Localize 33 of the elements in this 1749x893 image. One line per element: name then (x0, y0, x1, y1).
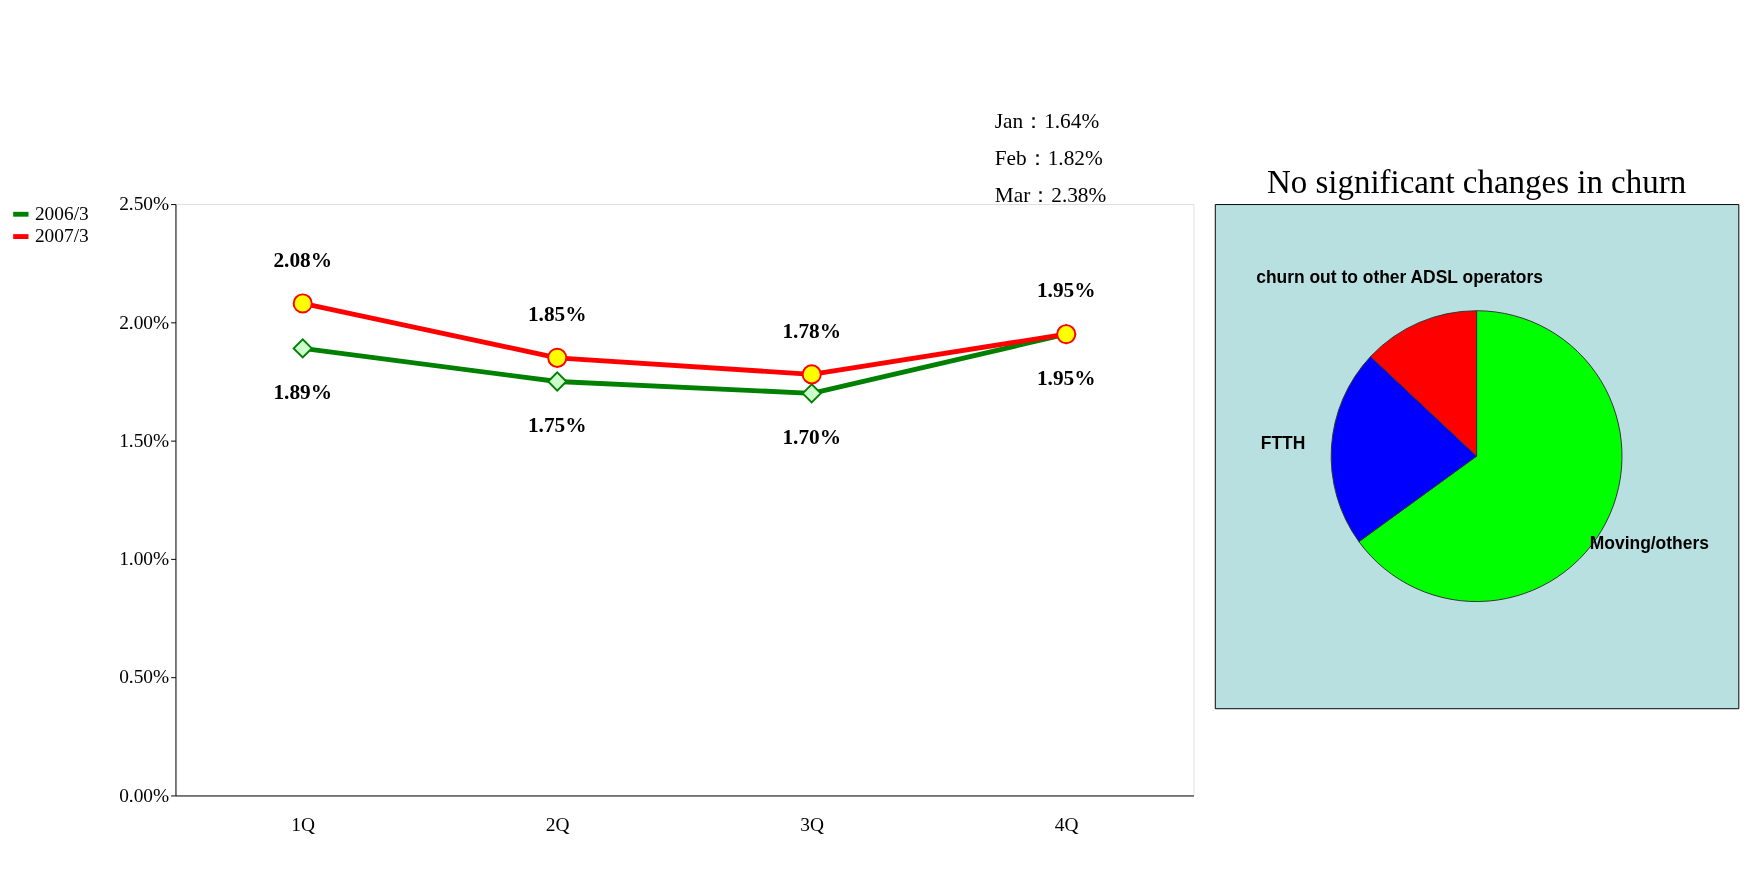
y-tick-label: 1.50% (119, 429, 170, 451)
x-tick-label: 2Q (545, 813, 570, 835)
x-tick-label: 3Q (800, 813, 825, 835)
data-label: 1.89% (273, 379, 333, 404)
slice-label: Moving/others (1589, 533, 1709, 554)
slice-label: churn out to other ADSL operators (1256, 267, 1543, 288)
point (292, 338, 313, 359)
y-tick-label: 2.50% (119, 193, 170, 215)
data-label: 1.75% (527, 412, 587, 437)
data-label: 1.78% (782, 318, 842, 343)
x-tick-label: 4Q (1054, 813, 1079, 835)
legend-label: 2006/3 (34, 203, 89, 225)
data-label: 2.08% (273, 247, 333, 272)
slice-label: FTTH (1260, 432, 1306, 453)
data-label: 1.95% (1036, 365, 1096, 390)
point (292, 293, 313, 314)
data-label: 1.95% (1036, 278, 1096, 303)
y-tick-label: 1.00% (119, 548, 170, 570)
x-tick-label: 1Q (291, 813, 316, 835)
point (801, 364, 822, 385)
chart-title: No significant changes in churn (1267, 164, 1687, 201)
y-tick-label: 0.50% (119, 666, 170, 688)
legend-label: 2007/3 (34, 225, 89, 247)
data-label: 1.70% (782, 424, 842, 449)
point (547, 347, 568, 368)
annotation: Mar：2.38% (994, 183, 1107, 208)
y-tick-label: 2.00% (119, 311, 170, 333)
y-tick-label: 0.00% (119, 784, 170, 806)
point (547, 371, 568, 392)
text: Jan：1.64% (994, 109, 1100, 134)
data-label: 1.85% (527, 302, 587, 326)
text: Feb：1.82% (994, 146, 1103, 171)
point (801, 383, 822, 404)
